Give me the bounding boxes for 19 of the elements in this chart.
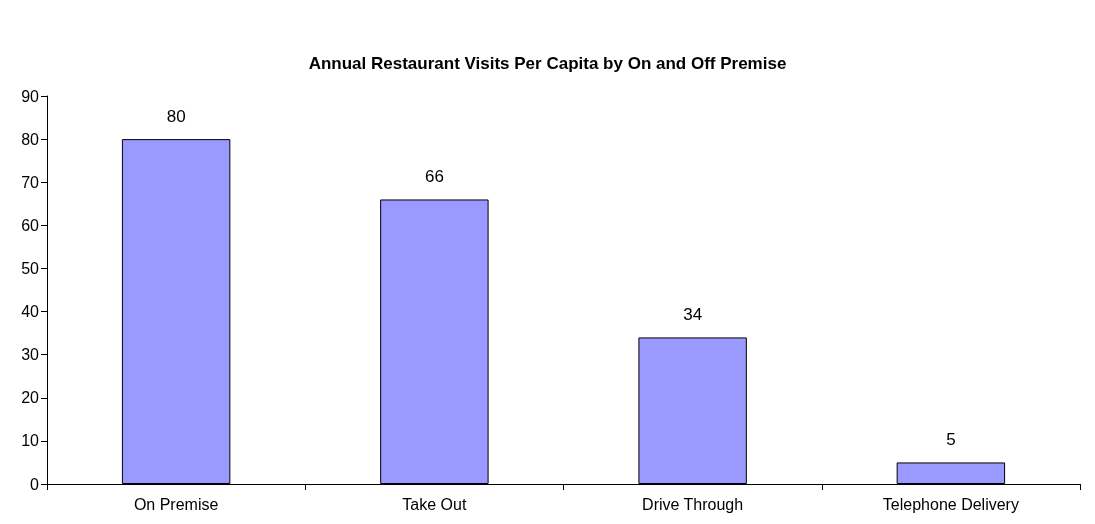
data-label: 34 — [683, 305, 703, 325]
y-tick-label: 10 — [21, 432, 40, 450]
y-tick-label: 30 — [21, 346, 40, 364]
data-label: 66 — [424, 167, 444, 187]
x-tick-label: Telephone Delivery — [882, 495, 1019, 513]
y-tick-label: 50 — [21, 259, 40, 277]
y-tick-label: 80 — [21, 130, 40, 148]
data-label: 80 — [166, 107, 186, 127]
y-tick-label: 90 — [21, 87, 40, 105]
y-tick-label: 20 — [21, 389, 40, 407]
x-tick-label: On Premise — [133, 495, 219, 513]
y-tick-label: 0 — [30, 475, 40, 493]
x-tick-label: Take Out — [402, 495, 467, 513]
y-tick-label: 60 — [21, 216, 40, 234]
data-label: 5 — [946, 430, 956, 450]
x-tick-label: Drive Through — [642, 495, 744, 513]
chart-title: Annual Restaurant Visits Per Capita by On and Off Premise — [308, 54, 787, 73]
y-tick-label: 40 — [21, 303, 40, 321]
y-tick-label: 70 — [21, 173, 40, 191]
